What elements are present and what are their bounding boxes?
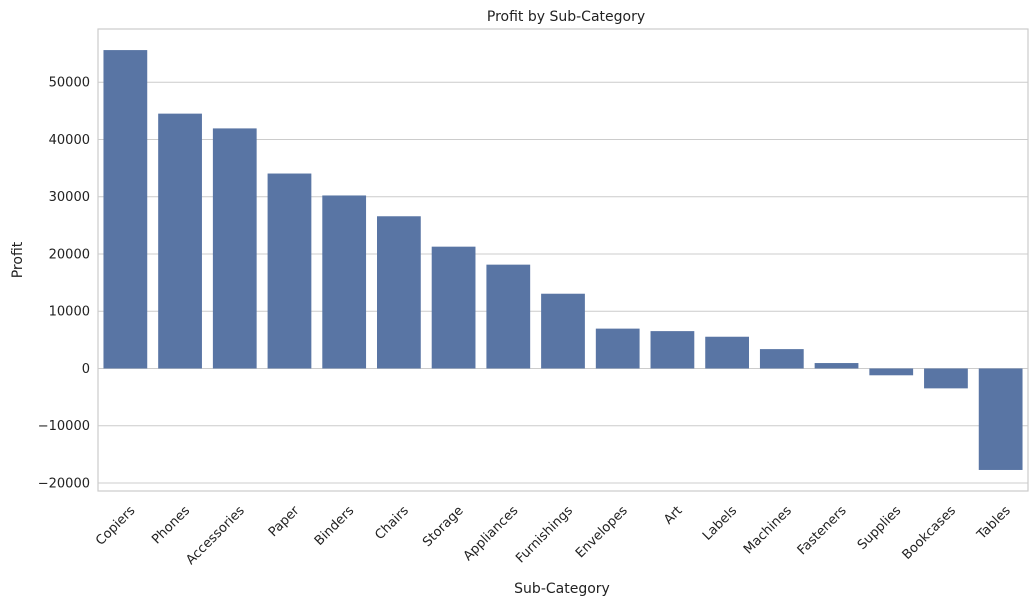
bar-machines — [759, 349, 804, 369]
bar-art — [650, 331, 695, 369]
x-tick-label: Labels — [700, 503, 740, 543]
y-tick-label: −10000 — [38, 419, 90, 434]
bar-supplies — [869, 368, 914, 376]
bar-tables — [978, 368, 1023, 470]
x-tick-label: Tables — [974, 503, 1014, 543]
x-tick-label: Paper — [266, 503, 303, 540]
x-tick-label: Accessories — [183, 503, 248, 568]
bar-binders — [322, 195, 367, 369]
x-tick-label: Furnishings — [513, 503, 576, 566]
x-tick-label: Machines — [741, 503, 795, 557]
bar-bookcases — [924, 368, 968, 389]
y-tick-label: 20000 — [49, 247, 90, 262]
bar-furnishings — [541, 293, 585, 369]
bars — [103, 50, 1023, 470]
y-tick-label: −20000 — [38, 476, 90, 491]
y-axis-label: Profit — [10, 241, 26, 278]
bar-appliances — [486, 264, 531, 369]
bar-paper — [267, 173, 312, 369]
x-tick-label: Storage — [420, 503, 467, 550]
bar-phones — [158, 113, 202, 369]
bar-fasteners — [814, 363, 859, 369]
x-tick-label: Phones — [149, 503, 193, 547]
x-tick-label: Envelopes — [573, 503, 631, 561]
x-tick-label: Appliances — [461, 503, 522, 564]
bar-copiers — [103, 50, 148, 369]
y-tick-labels: −20000 −10000 0 10000 20000 30000 40000 50000 — [38, 76, 90, 492]
y-tick-label: 10000 — [49, 305, 90, 320]
x-tick-label: Binders — [312, 503, 358, 549]
y-tick-label: 40000 — [49, 133, 90, 148]
x-tick-label: Supplies — [855, 503, 905, 553]
chart-title: Profit by Sub-Category — [487, 9, 645, 25]
bar-labels — [705, 336, 749, 369]
y-tick-label: 30000 — [49, 190, 90, 205]
bar-envelopes — [595, 328, 640, 369]
x-tick-label: Chairs — [372, 503, 412, 543]
x-tick-label: Fasteners — [795, 503, 850, 558]
bar-chairs — [377, 216, 421, 369]
y-tick-label: 50000 — [49, 76, 90, 91]
bar-accessories — [212, 128, 257, 369]
y-tick-label: 0 — [82, 362, 90, 377]
x-tick-label: Copiers — [93, 503, 138, 548]
bar-storage — [431, 246, 476, 369]
plot-frame — [97, 28, 1029, 492]
x-tick-label: Art — [661, 503, 685, 527]
x-axis-label: Sub-Category — [514, 581, 610, 597]
x-tick-label: Bookcases — [900, 503, 960, 563]
